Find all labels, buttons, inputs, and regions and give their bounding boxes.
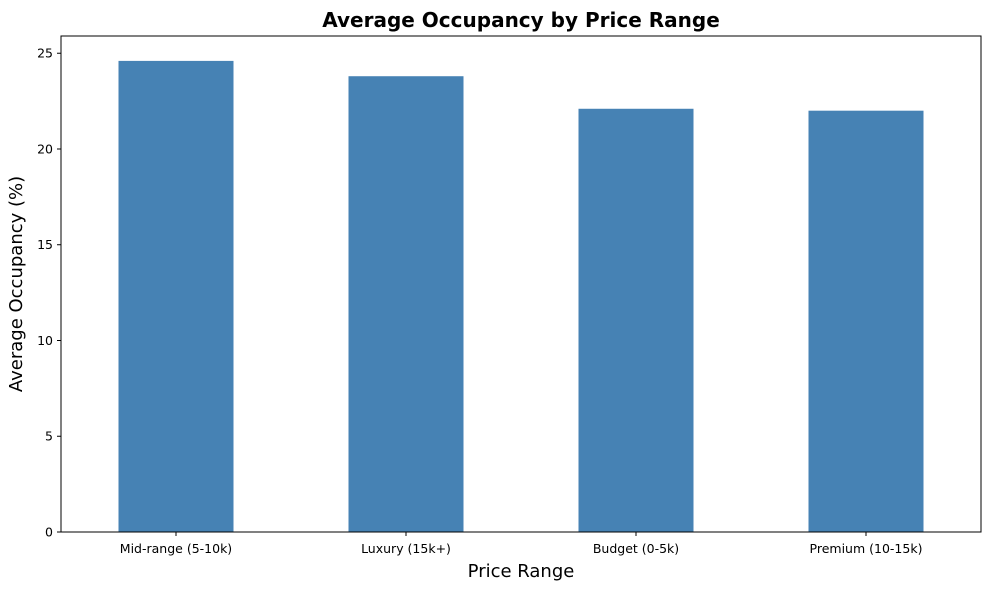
plot-area-frame <box>60 35 982 533</box>
x-tick-label: Premium (10-15k) <box>810 541 923 556</box>
bar-3 <box>808 110 924 532</box>
bars-group <box>118 60 924 532</box>
bar-0 <box>118 60 234 532</box>
x-tick-label: Luxury (15k+) <box>361 541 451 556</box>
x-tick-label: Mid-range (5-10k) <box>120 541 232 556</box>
y-tick-label: 25 <box>37 46 53 61</box>
y-tick-label: 15 <box>37 237 53 252</box>
bar-1 <box>348 76 464 532</box>
y-tick-label: 0 <box>45 525 53 540</box>
y-axis: 0 5 10 15 20 25 <box>37 46 61 540</box>
y-tick-label: 5 <box>45 429 53 444</box>
x-tick-label: Budget (0-5k) <box>593 541 679 556</box>
bar-2 <box>578 108 694 532</box>
x-axis-label: Price Range <box>468 561 575 582</box>
chart-title: Average Occupancy by Price Range <box>322 8 720 32</box>
x-axis: Mid-range (5-10k) Luxury (15k+) Budget (0-… <box>120 532 923 556</box>
y-axis-label: Average Occupancy (%) <box>6 176 27 392</box>
y-tick-label: 20 <box>37 141 53 156</box>
y-tick-label: 10 <box>37 333 53 348</box>
